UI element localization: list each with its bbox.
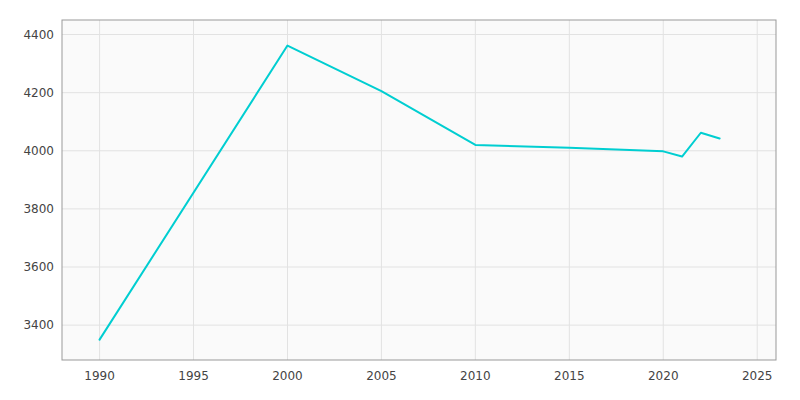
grid: [62, 20, 776, 360]
y-tick-label: 4000: [23, 144, 54, 158]
y-grid-line: [62, 150, 776, 151]
plot-frame: [62, 20, 776, 360]
x-grid-line: [757, 20, 758, 360]
chart-svg: 1990 1995 2000 2005 2010 2015 2020 2025 3400 3600…: [0, 0, 800, 400]
y-tick-label: 3800: [23, 202, 54, 216]
y-tick-label: 4400: [23, 28, 54, 42]
x-tick-label: 2005: [366, 369, 397, 383]
y-tick-label: 3600: [23, 260, 54, 274]
y-grid-line: [62, 34, 776, 35]
y-grid-line: [62, 208, 776, 209]
x-grid-line: [663, 20, 664, 360]
x-grid-line: [193, 20, 194, 360]
x-tick-label: 2025: [742, 369, 773, 383]
x-tick-label: 2020: [648, 369, 679, 383]
x-grid-line: [569, 20, 570, 360]
x-tick-label: 2000: [272, 369, 303, 383]
x-tick-label: 1990: [84, 369, 115, 383]
x-grid-line: [381, 20, 382, 360]
x-tick-label: 2015: [554, 369, 585, 383]
line: [100, 46, 720, 340]
y-grid-line: [62, 325, 776, 326]
chart-container: 1990 1995 2000 2005 2010 2015 2020 2025 3400 3600…: [0, 0, 800, 400]
y-grid-line: [62, 267, 776, 268]
x-tick-label: 1995: [178, 369, 209, 383]
plot-background: [62, 20, 776, 360]
x-grid-line: [287, 20, 288, 360]
axes: 1990 1995 2000 2005 2010 2015 2020 2025 3400 3600…: [23, 28, 772, 383]
y-tick-label: 3400: [23, 318, 54, 332]
x-tick-label: 2010: [460, 369, 491, 383]
y-tick-label: 4200: [23, 86, 54, 100]
x-grid-line: [475, 20, 476, 360]
data-marks: [100, 46, 720, 340]
y-grid-line: [62, 92, 776, 93]
x-grid-line: [99, 20, 100, 360]
